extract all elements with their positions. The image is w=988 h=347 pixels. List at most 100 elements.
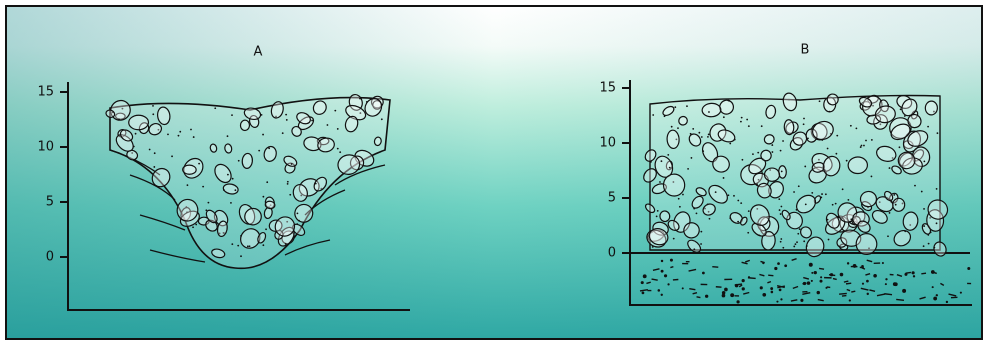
grain (795, 243, 797, 245)
grain (287, 183, 289, 185)
grain (740, 121, 742, 123)
grain (258, 150, 260, 152)
grain (850, 125, 852, 127)
grain (742, 287, 745, 290)
grain (715, 191, 717, 193)
grain (781, 171, 783, 173)
grain (249, 245, 251, 247)
grain (803, 283, 807, 284)
grain (884, 294, 892, 295)
grain (682, 287, 684, 289)
grain (811, 272, 813, 274)
grain (262, 134, 264, 136)
grain (733, 195, 735, 197)
grain (178, 135, 180, 137)
grain (693, 248, 695, 250)
grain (223, 189, 225, 191)
grain (190, 129, 192, 131)
grain (921, 273, 926, 274)
grain (311, 120, 313, 122)
grain (878, 148, 880, 150)
rock (667, 130, 680, 149)
grain (261, 114, 263, 116)
grain (742, 279, 745, 282)
grain (840, 273, 844, 277)
grain (661, 294, 663, 296)
grain (643, 274, 647, 278)
tick-label: 5 (46, 195, 54, 210)
rock (663, 174, 685, 197)
grain (679, 206, 681, 208)
grain (708, 134, 710, 136)
tick-label: 15 (599, 81, 616, 96)
grain (820, 276, 822, 278)
tick-label: 0 (608, 246, 616, 261)
panel-label: B (801, 43, 810, 58)
grain (237, 245, 239, 247)
grain (334, 110, 336, 112)
grain (770, 287, 773, 290)
grain (291, 163, 293, 165)
rock (892, 198, 905, 212)
grain (821, 193, 823, 195)
grain (811, 192, 813, 194)
tick-label: 0 (46, 250, 54, 265)
grain (664, 274, 667, 277)
grain (709, 218, 711, 220)
grain (671, 126, 673, 128)
grain (799, 228, 801, 230)
grain (669, 167, 671, 169)
grain (772, 151, 774, 153)
grain (698, 132, 700, 134)
grain (762, 262, 764, 264)
grain (923, 208, 925, 210)
grain (747, 232, 749, 234)
grain (232, 178, 234, 180)
grain (192, 226, 194, 228)
grain (729, 217, 731, 219)
grain (933, 297, 937, 301)
grain (793, 191, 795, 193)
grain (682, 194, 684, 196)
grain (835, 203, 837, 205)
grain (851, 291, 855, 292)
grain (337, 148, 339, 150)
grain (746, 119, 748, 121)
grain (247, 245, 249, 247)
grain (904, 230, 906, 232)
grain (152, 113, 154, 115)
grain (803, 118, 805, 120)
grain (896, 299, 904, 300)
grain (268, 147, 270, 149)
grain (238, 160, 240, 162)
grain (730, 293, 734, 297)
grain (298, 220, 300, 222)
grain (227, 174, 229, 176)
grain (780, 241, 782, 243)
grain (849, 299, 851, 301)
grain (780, 206, 782, 208)
grain (782, 247, 784, 249)
grain (836, 135, 838, 137)
grain (262, 244, 264, 246)
grain (171, 155, 173, 157)
grain (861, 265, 864, 268)
grain (670, 259, 673, 262)
grain (297, 213, 299, 215)
grain (846, 283, 851, 284)
grain (967, 267, 970, 270)
grain (729, 143, 731, 145)
grain (659, 181, 661, 183)
grain (722, 291, 726, 295)
grain (803, 240, 805, 242)
grain (670, 267, 673, 268)
grain (936, 222, 938, 224)
grain (762, 293, 766, 297)
grain (779, 209, 781, 211)
grain (829, 111, 831, 113)
rock (240, 120, 250, 131)
grain (835, 153, 837, 155)
grain (885, 278, 887, 280)
grain (214, 107, 216, 109)
grain (641, 281, 644, 284)
